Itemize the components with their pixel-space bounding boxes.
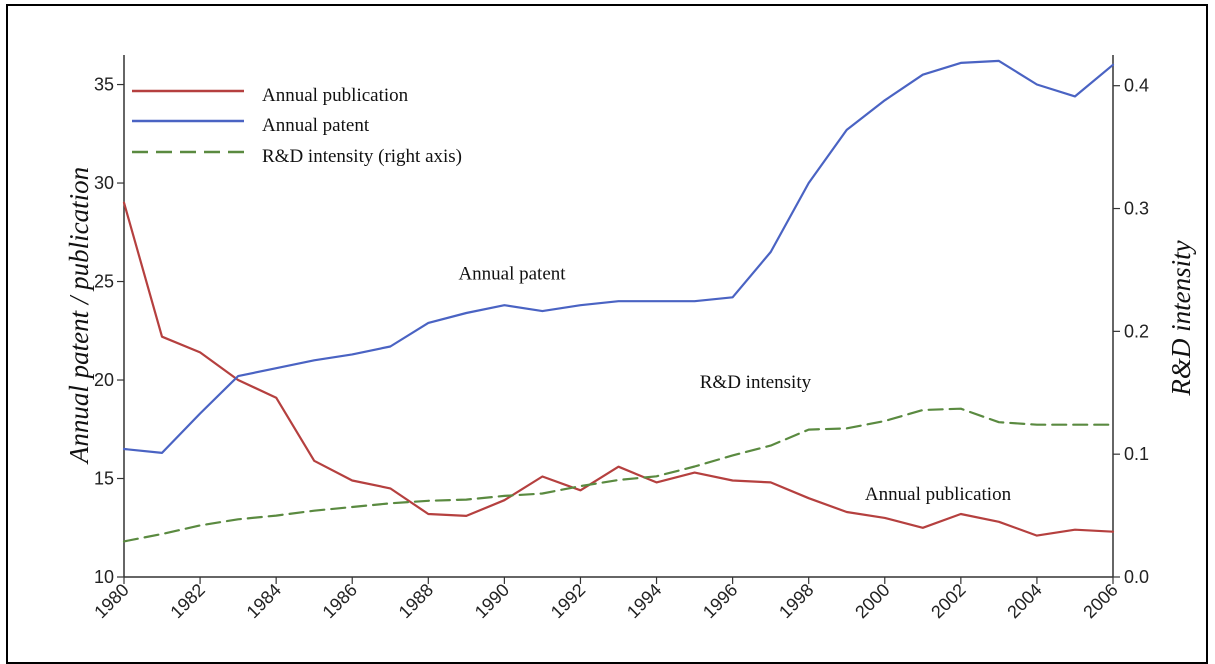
legend-label: R&D intensity (right axis) [262,146,462,167]
x-tick-label: 1986 [319,580,361,622]
x-tick-label: 1984 [243,580,285,622]
chart-axes [123,55,1114,578]
left-y-tick-label: 30 [94,173,114,193]
series-lines [122,59,1115,543]
left-y-tick-label: 35 [94,75,114,95]
right-y-axis-ticks: 0.0 0.1 0.2 0.3 0.4 [1113,76,1149,587]
legend-label: Annual patent [262,115,370,136]
right-y-tick-label: 0.2 [1124,321,1149,341]
left-y-tick-label: 20 [94,370,114,390]
left-axis-title: Annual patent / publication [64,167,94,465]
annotation-label: Annual patent [458,264,566,285]
right-y-tick-label: 0.1 [1124,444,1149,464]
annual-publication-line [122,201,1115,537]
x-tick-label: 1988 [395,580,437,622]
annotations: Annual patent R&D intensity Annual publica… [458,264,1011,506]
x-tick-label: 1982 [166,580,208,622]
x-axis-ticks: 1980 1982 1984 1986 1988 1990 1992 1994 1996 1998… [90,577,1122,622]
x-tick-label: 2006 [1079,580,1121,622]
left-y-tick-label: 10 [94,567,114,587]
x-tick-label: 1996 [699,580,741,622]
x-tick-label: 2000 [851,580,893,622]
x-tick-label: 1998 [775,580,817,622]
annotation-label: R&D intensity [700,372,812,393]
annotation-label: Annual publication [865,484,1012,505]
x-tick-label: 2004 [1003,580,1045,622]
annual-patent-line [122,59,1115,454]
r-d-intensity-right-axis-line [122,407,1115,543]
left-y-tick-label: 15 [94,469,114,489]
left-y-axis-ticks: 10 15 20 25 30 35 [94,75,124,587]
right-y-tick-label: 0.0 [1124,567,1149,587]
x-tick-label: 1990 [471,580,513,622]
left-y-tick-label: 25 [94,272,114,292]
x-tick-label: 1992 [547,580,589,622]
right-y-tick-label: 0.3 [1124,199,1149,219]
right-axis-title: R&D intensity [1166,240,1196,396]
right-y-tick-label: 0.4 [1124,76,1149,96]
legend: Annual publication Annual patent R&D inten… [132,85,462,167]
x-tick-label: 2002 [927,580,969,622]
legend-label: Annual publication [262,85,409,106]
x-tick-label: 1994 [623,580,665,622]
